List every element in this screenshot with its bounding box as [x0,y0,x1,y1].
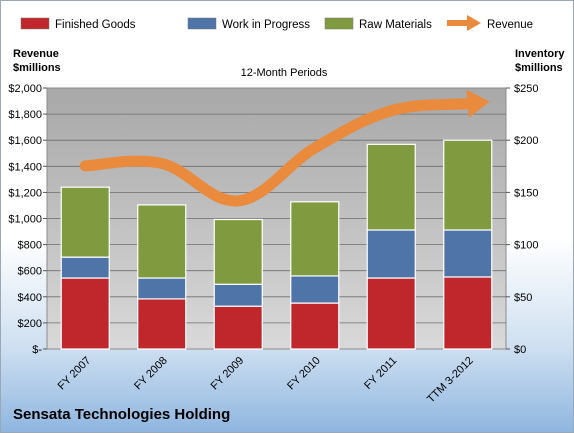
category-label: FY 2009 [209,355,247,393]
legend-swatch-finished-goods [20,17,50,30]
left-tick-label: $400 [18,292,42,304]
legend-swatch-work-in-progress [187,17,217,30]
bar-finished-goods [60,277,110,350]
right-axis-label-unit: $millions [515,62,563,74]
revenue-arrowhead [466,89,490,118]
chart-title: 12-Month Periods [241,67,328,79]
bar-raw-materials [443,139,493,231]
left-tick-label: $1,200 [8,187,42,199]
right-tick-label: $250 [514,83,538,95]
right-tick-label: $0 [514,344,526,356]
bar-raw-materials [137,204,187,279]
left-tick-label: $1,000 [8,214,42,226]
bar-work-in-progress [60,256,110,279]
right-tick-label: $50 [514,292,532,304]
legend-arrow-revenue [467,15,481,31]
left-tick-label: $- [32,344,42,356]
bar-finished-goods [443,276,493,350]
bar-work-in-progress [443,229,493,278]
legend-label-finished-goods: Finished Goods [55,19,136,31]
bar-raw-materials [366,143,416,231]
right-tick-label: $200 [514,135,538,147]
bar-finished-goods [213,305,263,350]
left-tick-label: $2,000 [8,83,42,95]
left-tick-label: $1,600 [8,135,42,147]
bar-work-in-progress [213,283,263,307]
bar-work-in-progress [290,275,340,304]
legend-swatch-raw-materials [324,17,354,30]
left-axis-label: Revenue [13,48,59,60]
right-tick-label: $150 [514,187,538,199]
left-tick-label: $1,800 [8,109,42,121]
right-axis-label: Inventory [515,48,565,60]
category-label: FY 2010 [285,355,323,393]
left-tick-label: $600 [18,266,42,278]
bar-raw-materials [213,218,263,285]
company-name: Sensata Technologies Holding [13,406,231,423]
category-label: FY 2011 [362,355,399,392]
right-tick-label: $100 [514,240,538,252]
legend-label-raw-materials: Raw Materials [359,19,432,31]
legend-label-revenue: Revenue [487,19,533,31]
bar-finished-goods [366,277,416,350]
legend-label-work-in-progress: Work in Progress [222,19,310,31]
bar-work-in-progress [137,277,187,300]
left-tick-label: $1,400 [8,161,42,173]
bar-raw-materials [60,186,110,258]
left-tick-label: $200 [18,318,42,330]
category-label: TTM 3-2012 [425,355,476,406]
bar-work-in-progress [366,229,416,279]
left-tick-label: $800 [18,240,42,252]
category-label: FY 2008 [132,355,170,393]
category-label: FY 2007 [56,355,94,393]
bar-raw-materials [290,201,340,277]
revenue-line [79,98,474,207]
bar-finished-goods [137,298,187,350]
left-axis-label-unit: $millions [13,62,61,74]
bar-finished-goods [290,302,340,350]
